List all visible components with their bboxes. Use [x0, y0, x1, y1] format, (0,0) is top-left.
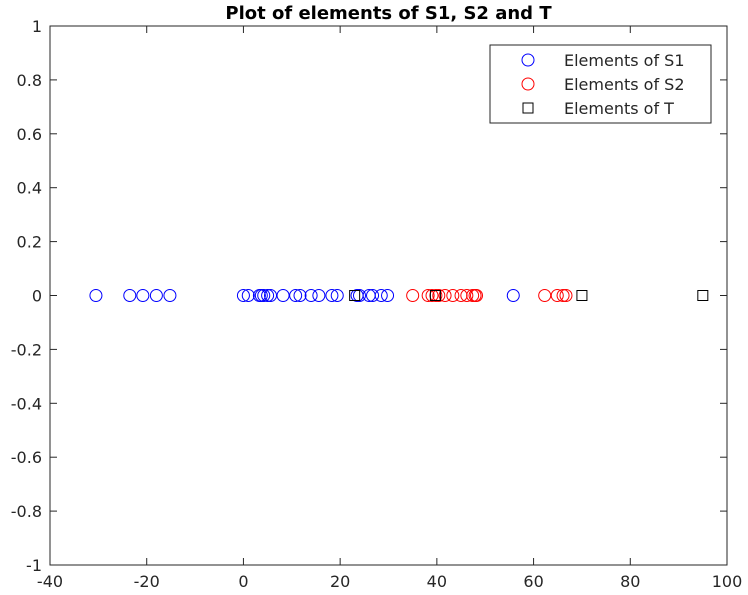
point-series-1: [304, 289, 318, 302]
point-series-1: [289, 289, 303, 302]
point-series-2: [425, 289, 439, 302]
y-tick-label: -0.2: [11, 340, 42, 359]
legend-box: [489, 44, 712, 124]
point-series-1: [261, 289, 275, 302]
axis-ticks: -40 -20 0 20 40 60 80 100 -1 -0.8 -0.6 -0.4 -0.2 0 0.2…: [11, 17, 742, 591]
point-series-2: [550, 289, 564, 302]
point-series-2: [438, 289, 452, 302]
point-series-1: [236, 289, 250, 302]
x-tick-label: 60: [523, 572, 543, 591]
point-series-1: [241, 289, 255, 302]
point-series-1: [506, 289, 520, 302]
y-tick-label: -0.8: [11, 502, 42, 521]
point-series-1: [352, 289, 366, 302]
point-series-1: [123, 289, 137, 302]
point-series-2: [432, 289, 446, 302]
x-tick-label: 100: [712, 572, 743, 591]
point-series-1: [264, 289, 278, 302]
y-tick-label: 0.4: [17, 179, 42, 198]
point-series-3: [697, 290, 709, 301]
y-tick-label: 0.6: [17, 125, 42, 144]
legend-entry-label: Elements of S2: [564, 75, 685, 94]
point-series-2: [556, 289, 570, 302]
legend-marker-series-2: [521, 77, 535, 91]
point-series-2: [460, 289, 474, 302]
point-series-1: [374, 289, 388, 302]
point-series-1: [330, 289, 344, 302]
x-tick-label: -40: [37, 572, 63, 591]
y-tick-label: -1: [26, 556, 42, 575]
point-series-1: [276, 289, 290, 302]
point-series-1: [257, 289, 271, 302]
point-series-1: [381, 289, 395, 302]
point-series-2: [446, 289, 460, 302]
point-series-1: [312, 289, 326, 302]
x-tick-label: 20: [330, 572, 350, 591]
point-series-1: [163, 289, 177, 302]
x-tick-label: 40: [427, 572, 447, 591]
point-series-1: [293, 289, 307, 302]
point-series-2: [429, 289, 443, 302]
point-series-3: [576, 290, 588, 301]
point-series-1: [366, 289, 380, 302]
point-series-2: [538, 289, 552, 302]
point-series-1: [149, 289, 163, 302]
y-tick-label: 1: [32, 17, 42, 36]
x-tick-label: -20: [134, 572, 160, 591]
point-series-1: [325, 289, 339, 302]
point-series-1: [136, 289, 150, 302]
y-tick-label: -0.6: [11, 448, 42, 467]
y-tick-label: 0.2: [17, 233, 42, 252]
data-points: [89, 289, 709, 302]
legend-marker-series-1: [521, 53, 535, 67]
legend-entry-label: Elements of S1: [564, 51, 685, 70]
point-series-1: [89, 289, 103, 302]
y-tick-label: 0: [32, 287, 42, 306]
point-series-2: [470, 289, 484, 302]
point-series-2: [559, 289, 573, 302]
point-series-2: [421, 289, 435, 302]
legend-marker-series-3: [522, 102, 534, 114]
point-series-2: [406, 289, 420, 302]
x-tick-label: 0: [238, 572, 248, 591]
x-tick-label: 80: [620, 572, 640, 591]
y-tick-label: 0.8: [17, 71, 42, 90]
point-series-3: [429, 290, 441, 301]
point-series-3: [349, 290, 361, 301]
legend: Elements of S1 Elements of S2 Elements of …: [489, 44, 712, 124]
legend-entry-label: Elements of T: [564, 99, 674, 118]
chart-title: Plot of elements of S1, S2 and T: [225, 3, 552, 24]
y-tick-label: -0.4: [11, 394, 42, 413]
axes-box: [49, 25, 728, 566]
